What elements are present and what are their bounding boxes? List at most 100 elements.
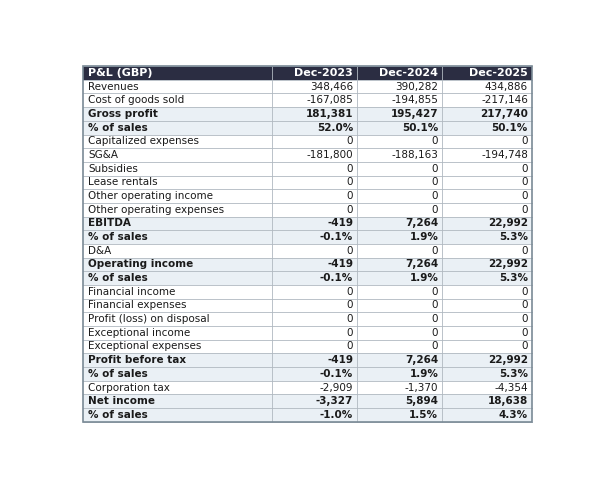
Text: 0: 0: [521, 314, 528, 324]
Bar: [83, 394, 532, 408]
Bar: [83, 66, 532, 80]
Text: 0: 0: [347, 177, 353, 187]
Text: 0: 0: [432, 341, 438, 352]
Bar: [83, 175, 532, 189]
Text: 0: 0: [347, 164, 353, 174]
Bar: [83, 203, 532, 216]
Text: 1.9%: 1.9%: [409, 369, 438, 379]
Text: -419: -419: [327, 218, 353, 228]
Text: % of sales: % of sales: [88, 232, 148, 242]
Text: P&L (GBP): P&L (GBP): [88, 68, 152, 78]
Text: Dec-2024: Dec-2024: [379, 68, 438, 78]
Text: Profit (loss) on disposal: Profit (loss) on disposal: [88, 314, 209, 324]
Text: Revenues: Revenues: [88, 82, 139, 92]
Text: -188,163: -188,163: [391, 150, 438, 160]
Text: 0: 0: [432, 300, 438, 311]
Bar: [83, 244, 532, 257]
Text: -0.1%: -0.1%: [320, 369, 353, 379]
Text: 0: 0: [521, 328, 528, 338]
Bar: [83, 257, 532, 271]
Bar: [83, 408, 532, 422]
Text: 0: 0: [347, 328, 353, 338]
Text: -419: -419: [327, 259, 353, 270]
Text: 434,886: 434,886: [485, 82, 528, 92]
Text: 0: 0: [347, 287, 353, 297]
Text: Dec-2023: Dec-2023: [295, 68, 353, 78]
Text: EBITDA: EBITDA: [88, 218, 131, 228]
Text: 217,740: 217,740: [480, 109, 528, 119]
Text: % of sales: % of sales: [88, 369, 148, 379]
Text: 5.3%: 5.3%: [499, 273, 528, 283]
Text: 4.3%: 4.3%: [499, 410, 528, 420]
Text: -0.1%: -0.1%: [320, 273, 353, 283]
Text: 0: 0: [432, 136, 438, 146]
Text: 50.1%: 50.1%: [402, 123, 438, 133]
Bar: [83, 285, 532, 298]
Text: 0: 0: [521, 191, 528, 201]
Text: 22,992: 22,992: [488, 218, 528, 228]
Text: 52.0%: 52.0%: [317, 123, 353, 133]
Text: -167,085: -167,085: [307, 95, 353, 105]
Text: % of sales: % of sales: [88, 410, 148, 420]
Bar: [83, 230, 532, 244]
Text: 0: 0: [432, 287, 438, 297]
Text: 1.5%: 1.5%: [409, 410, 438, 420]
Text: Gross profit: Gross profit: [88, 109, 158, 119]
Text: -181,800: -181,800: [307, 150, 353, 160]
Text: 0: 0: [432, 191, 438, 201]
Text: 0: 0: [347, 300, 353, 311]
Text: -2,909: -2,909: [320, 383, 353, 393]
Text: Exceptional income: Exceptional income: [88, 328, 190, 338]
Text: Corporation tax: Corporation tax: [88, 383, 170, 393]
Text: Profit before tax: Profit before tax: [88, 355, 186, 365]
Text: 1.9%: 1.9%: [409, 232, 438, 242]
Text: 0: 0: [347, 205, 353, 215]
Text: -3,327: -3,327: [316, 396, 353, 406]
Text: 50.1%: 50.1%: [491, 123, 528, 133]
Text: Subsidies: Subsidies: [88, 164, 138, 174]
Text: Lease rentals: Lease rentals: [88, 177, 158, 187]
Text: Capitalized expenses: Capitalized expenses: [88, 136, 199, 146]
Text: D&A: D&A: [88, 246, 111, 256]
Text: Operating income: Operating income: [88, 259, 193, 270]
Text: 7,264: 7,264: [405, 218, 438, 228]
Bar: [83, 162, 532, 175]
Bar: [83, 94, 532, 107]
Text: 0: 0: [432, 164, 438, 174]
Text: 7,264: 7,264: [405, 355, 438, 365]
Text: Financial income: Financial income: [88, 287, 175, 297]
Bar: [83, 367, 532, 381]
Text: Net income: Net income: [88, 396, 155, 406]
Text: -1,370: -1,370: [405, 383, 438, 393]
Text: Other operating income: Other operating income: [88, 191, 213, 201]
Bar: [83, 189, 532, 203]
Bar: [83, 107, 532, 121]
Text: 18,638: 18,638: [488, 396, 528, 406]
Bar: [83, 216, 532, 230]
Text: 0: 0: [521, 164, 528, 174]
Bar: [83, 353, 532, 367]
Text: -419: -419: [327, 355, 353, 365]
Text: Exceptional expenses: Exceptional expenses: [88, 341, 202, 352]
Text: 0: 0: [521, 136, 528, 146]
Text: -217,146: -217,146: [481, 95, 528, 105]
Text: 348,466: 348,466: [310, 82, 353, 92]
Text: 22,992: 22,992: [488, 355, 528, 365]
Bar: [83, 298, 532, 313]
Text: 5.3%: 5.3%: [499, 232, 528, 242]
Text: 0: 0: [432, 314, 438, 324]
Bar: [83, 313, 532, 326]
Text: 0: 0: [432, 205, 438, 215]
Text: 0: 0: [347, 341, 353, 352]
Text: % of sales: % of sales: [88, 273, 148, 283]
Text: 0: 0: [432, 246, 438, 256]
Bar: [83, 271, 532, 285]
Text: 5,894: 5,894: [405, 396, 438, 406]
Text: 0: 0: [521, 287, 528, 297]
Text: -4,354: -4,354: [494, 383, 528, 393]
Text: Other operating expenses: Other operating expenses: [88, 205, 224, 215]
Text: 0: 0: [521, 300, 528, 311]
Bar: [83, 121, 532, 135]
Text: Dec-2025: Dec-2025: [469, 68, 528, 78]
Text: 0: 0: [347, 191, 353, 201]
